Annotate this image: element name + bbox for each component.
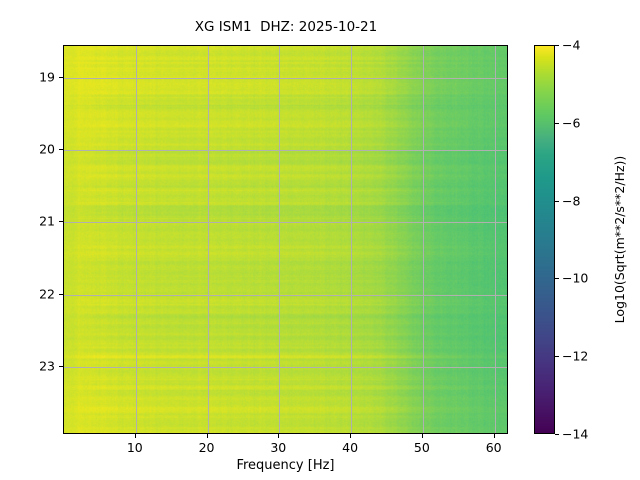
colorbar-tick-label: −4 bbox=[562, 37, 581, 53]
colorbar-tick-label: −6 bbox=[562, 115, 581, 131]
colorbar bbox=[534, 45, 555, 434]
colorbar-tick-mark bbox=[555, 278, 559, 280]
y-tick-mark bbox=[59, 149, 63, 151]
spectrogram-plot-area bbox=[63, 45, 508, 434]
x-tick-mark bbox=[350, 434, 352, 438]
colorbar-label: Log10(Sqrt(m**2/s**2/Hz)) bbox=[612, 155, 627, 324]
x-tick-label: 20 bbox=[198, 440, 215, 455]
x-tick-label: 40 bbox=[342, 440, 359, 455]
y-tick-mark bbox=[59, 221, 63, 223]
colorbar-tick-mark bbox=[555, 200, 559, 202]
colorbar-tick-label: −12 bbox=[562, 348, 589, 364]
colorbar-tick-label: −14 bbox=[562, 426, 589, 442]
colorbar-tick-mark bbox=[555, 434, 559, 435]
y-tick-label: 23 bbox=[39, 358, 55, 374]
y-tick-mark bbox=[59, 365, 63, 367]
y-tick-label: 20 bbox=[39, 141, 55, 157]
colorbar-tick-mark bbox=[555, 45, 559, 46]
x-tick-mark bbox=[278, 434, 280, 438]
page-title: XG ISM1 DHZ: 2025-10-21 bbox=[194, 19, 378, 35]
y-tick-label: 22 bbox=[39, 286, 55, 302]
x-tick-label: 50 bbox=[413, 440, 430, 455]
y-tick-mark bbox=[59, 77, 63, 79]
x-tick-mark bbox=[134, 434, 136, 438]
spectrogram-image bbox=[64, 46, 507, 433]
x-tick-mark bbox=[493, 434, 495, 438]
x-tick-mark bbox=[421, 434, 423, 438]
y-tick-mark bbox=[59, 293, 63, 295]
colorbar-tick-label: −8 bbox=[562, 193, 581, 209]
x-tick-label: 10 bbox=[126, 440, 143, 455]
colorbar-tick-mark bbox=[555, 122, 559, 124]
y-tick-label: 19 bbox=[39, 69, 55, 85]
x-axis-label: Frequency [Hz] bbox=[236, 458, 335, 473]
colorbar-tick-mark bbox=[555, 356, 559, 358]
colorbar-gradient bbox=[534, 45, 555, 434]
x-tick-mark bbox=[206, 434, 208, 438]
y-tick-label: 21 bbox=[39, 213, 55, 229]
x-tick-label: 60 bbox=[485, 440, 502, 455]
x-tick-label: 30 bbox=[270, 440, 287, 455]
colorbar-tick-label: −10 bbox=[562, 270, 589, 286]
